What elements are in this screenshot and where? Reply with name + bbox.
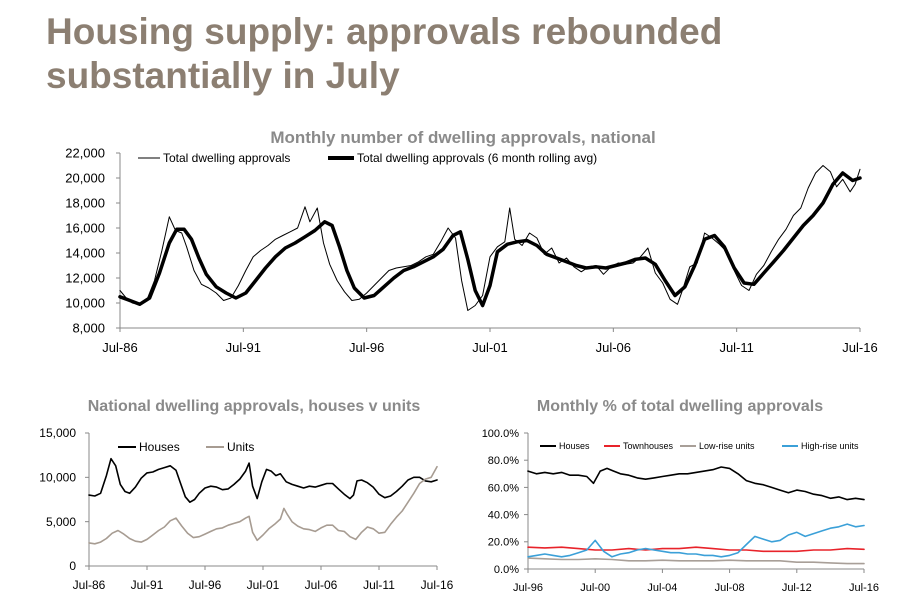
chart-2-legend-label-2: Units (227, 440, 254, 454)
chart-1-x-tick-label: Jul-11 (719, 340, 753, 355)
chart-3-legend-label-1: Houses (559, 441, 590, 451)
chart-3-series-4-line (527, 523, 865, 558)
chart-1-x-tick-label: Jul-01 (472, 340, 507, 355)
chart-3-x-tick-label: Jul-16 (849, 582, 879, 594)
chart-2-x-tick-label: Jul-16 (421, 578, 454, 592)
chart-1-y-tick-label: 20,000 (65, 171, 105, 186)
chart-3-y-tick-label: 40.0% (488, 509, 519, 521)
chart-1-y-tick-label: 12,000 (65, 271, 105, 286)
chart-2-x-tick-label: Jul-86 (73, 578, 106, 592)
chart-1-x-tick-label: Jul-96 (349, 340, 384, 355)
chart-2-x-tick-label: Jul-01 (247, 578, 280, 592)
chart-1-y-tick-label: 16,000 (65, 221, 105, 236)
chart-1-y-tick-label: 18,000 (65, 196, 105, 211)
chart-2-x-tick-label: Jul-91 (131, 578, 164, 592)
chart-3-x-tick-label: Jul-04 (647, 582, 677, 594)
chart-2-x-tick-label: Jul-11 (363, 578, 395, 592)
chart-3-legend-label-2: Townhouses (623, 441, 674, 451)
chart-3-series-1-line (527, 466, 865, 501)
slide-title-line-1: Housing supply: approvals rebounded (46, 11, 723, 52)
chart-3-y-tick-label: 60.0% (488, 482, 519, 494)
chart-1-y-tick-label: 14,000 (65, 246, 105, 261)
chart-3-y-tick-label: 80.0% (488, 455, 519, 467)
chart-3-title: Monthly % of total dwelling approvals (537, 398, 823, 415)
chart-1-y-tick-label: 22,000 (65, 146, 105, 161)
chart-3-y-tick-label: 20.0% (488, 537, 519, 549)
chart-2-y-tick-label: 0 (69, 559, 76, 573)
chart-3-x-tick-label: Jul-12 (782, 582, 812, 594)
chart-1-series-2-line (118, 171, 862, 308)
chart-1-x-tick-label: Jul-06 (596, 340, 631, 355)
chart-2-title: National dwelling approvals, houses v un… (88, 398, 421, 415)
chart-2-y-tick-label: 15,000 (39, 426, 76, 440)
chart-1-series-1-line (119, 165, 861, 311)
chart-1-x-tick-label: Jul-16 (842, 340, 877, 355)
chart-3-y-tick-label: 0.0% (494, 564, 519, 576)
chart-1-y-tick-label: 10,000 (65, 296, 105, 311)
chart-2-legend-label-1: Houses (139, 440, 180, 454)
chart-2-x-tick-label: Jul-06 (305, 578, 338, 592)
chart-2-x-tick-label: Jul-96 (189, 578, 222, 592)
slide-title-line-2: substantially in July (46, 55, 400, 96)
chart-3-series-3-line (527, 557, 865, 565)
chart-3-x-tick-label: Jul-96 (513, 582, 543, 594)
chart-3-series-2-line (527, 546, 865, 553)
chart-2-series-1-line (88, 457, 438, 504)
chart-3-legend-label-4: High-rise units (801, 441, 859, 451)
chart-3-legend-label-3: Low-rise units (699, 441, 755, 451)
chart-1-x-tick-label: Jul-91 (226, 340, 261, 355)
chart-1-x-tick-label: Jul-86 (102, 340, 137, 355)
chart-3-x-tick-label: Jul-08 (715, 582, 745, 594)
chart-2-y-tick-label: 10,000 (39, 471, 76, 485)
chart-1-y-tick-label: 8,000 (72, 321, 105, 336)
chart-1-title: Monthly number of dwelling approvals, na… (270, 128, 655, 147)
chart-1-legend-label-2: Total dwelling approvals (6 month rollin… (357, 151, 597, 165)
chart-2-y-tick-label: 5,000 (46, 515, 76, 529)
chart-3-x-tick-label: Jul-00 (580, 582, 610, 594)
chart-2-series-2-line (88, 465, 438, 545)
chart-1-legend-label-1: Total dwelling approvals (163, 151, 290, 165)
slide-title: Housing supply: approvals rebounded subs… (46, 10, 906, 98)
chart-3-y-tick-label: 100.0% (482, 428, 520, 440)
